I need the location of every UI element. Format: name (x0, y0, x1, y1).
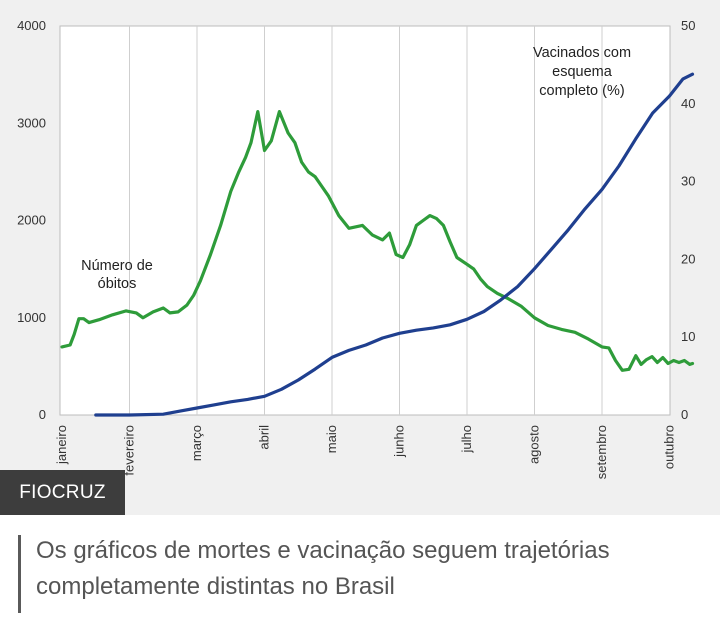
left-tick-label: 2000 (17, 213, 46, 228)
right-tick-label: 40 (681, 96, 695, 111)
x-tick-label-agosto: agosto (527, 425, 542, 464)
x-tick-label-setembro: setembro (594, 425, 609, 479)
vaccinated-series-label: completo (%) (539, 83, 624, 99)
deaths-series-line (60, 110, 695, 372)
image-caption: Os gráficos de mortes e vacinação seguem… (36, 537, 610, 600)
vaccinated-series-label: esquema (552, 64, 613, 80)
deaths-series-label: óbitos (98, 276, 137, 292)
x-tick-label-abril: abril (257, 425, 272, 450)
left-tick-label: 1000 (17, 310, 46, 325)
x-tick-label-março: março (189, 425, 204, 461)
x-axis: janeiro fevereiro março abril maio junho julho… (54, 425, 677, 479)
x-tick-label-janeiro: janeiro (54, 425, 69, 465)
x-tick-label-julho: julho (459, 425, 474, 453)
series-lines (60, 72, 695, 417)
x-tick-label-outubro: outubro (662, 425, 677, 469)
right-tick-label: 10 (681, 329, 695, 344)
left-tick-label: 0 (39, 407, 46, 422)
deaths-series-label: Número de (81, 258, 153, 274)
right-tick-label: 30 (681, 174, 695, 189)
month-gridlines (129, 26, 603, 415)
fiocruz-badge: FIOCRUZ (0, 470, 125, 515)
x-tick-label-maio: maio (324, 425, 339, 453)
series-labels: Número de óbitos Vacinados com esquema compl… (81, 45, 631, 292)
x-tick-label-junho: junho (392, 425, 407, 458)
plot-area (59, 25, 671, 416)
vaccinated-series-line (94, 72, 695, 417)
caption-accent-bar (18, 535, 21, 613)
vaccinated-series-label: Vacinados com (533, 45, 631, 61)
left-axis: 0 1000 2000 3000 4000 (17, 18, 46, 422)
right-tick-label: 50 (681, 18, 695, 33)
chart-svg: 0 1000 2000 3000 4000 0 10 20 30 40 50 janeiro fev… (17, 18, 695, 479)
chart-area: 0 1000 2000 3000 4000 0 10 20 30 40 50 janeiro fev… (0, 0, 720, 515)
right-axis: 0 10 20 30 40 50 (681, 18, 695, 422)
left-tick-label: 3000 (17, 115, 46, 130)
x-tick-label-fevereiro: fevereiro (122, 425, 137, 476)
right-tick-label: 20 (681, 251, 695, 266)
left-tick-label: 4000 (17, 18, 46, 33)
right-tick-label: 0 (681, 407, 688, 422)
